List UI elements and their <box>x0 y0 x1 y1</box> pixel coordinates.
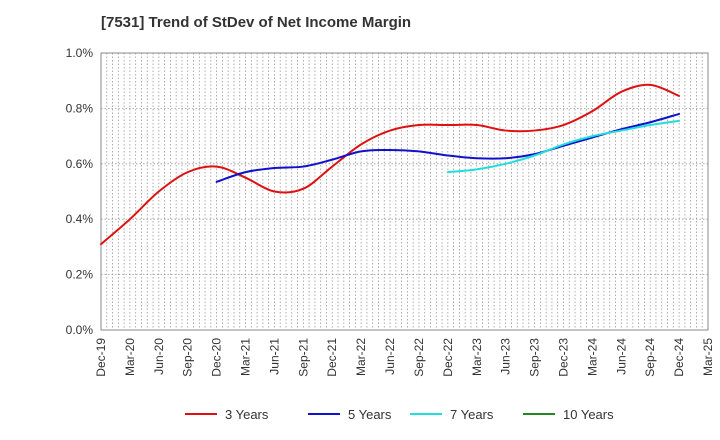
x-tick-label: Sep-22 <box>412 338 426 377</box>
x-tick-label: Jun-24 <box>614 338 628 375</box>
x-tick-label: Dec-24 <box>672 338 686 377</box>
x-tick-label: Mar-24 <box>585 338 599 376</box>
legend-label: 5 Years <box>348 407 392 422</box>
x-tick-label: Jun-22 <box>383 338 397 375</box>
x-tick-label: Sep-20 <box>181 338 195 377</box>
legend-label: 10 Years <box>563 407 614 422</box>
x-tick-label: Jun-23 <box>499 338 513 375</box>
y-tick-label: 0.4% <box>66 212 94 226</box>
x-tick-label: Dec-21 <box>325 338 339 377</box>
y-tick-label: 0.8% <box>66 101 94 115</box>
y-tick-label: 1.0% <box>66 46 94 60</box>
x-tick-label: Jun-21 <box>267 338 281 375</box>
x-tick-label: Sep-24 <box>643 338 657 377</box>
x-tick-label: Sep-21 <box>296 338 310 377</box>
y-tick-label: 0.6% <box>66 157 94 171</box>
plot-area <box>101 53 708 330</box>
series-line-7-years <box>446 119 681 174</box>
series-line-3-years <box>100 83 681 246</box>
x-tick-label: Mar-23 <box>470 338 484 376</box>
chart-title: [7531] Trend of StDev of Net Income Marg… <box>101 14 412 31</box>
legend-label: 3 Years <box>225 407 269 422</box>
y-tick-label: 0.2% <box>66 268 94 282</box>
x-tick-label: Mar-22 <box>354 338 368 376</box>
x-tick-label: Mar-21 <box>239 338 253 376</box>
legend-label: 7 Years <box>450 407 494 422</box>
plot-border <box>100 52 709 331</box>
x-tick-label: Jun-20 <box>152 338 166 375</box>
x-tick-label: Mar-20 <box>123 338 137 376</box>
x-tick-label: Dec-23 <box>556 338 570 377</box>
x-tick-label: Dec-22 <box>441 338 455 377</box>
x-tick-label: Sep-23 <box>528 338 542 377</box>
x-tick-label: Mar-25 <box>701 338 715 376</box>
x-tick-label: Dec-19 <box>94 338 108 377</box>
y-tick-label: 0.0% <box>66 323 94 337</box>
x-tick-label: Dec-20 <box>210 338 224 377</box>
